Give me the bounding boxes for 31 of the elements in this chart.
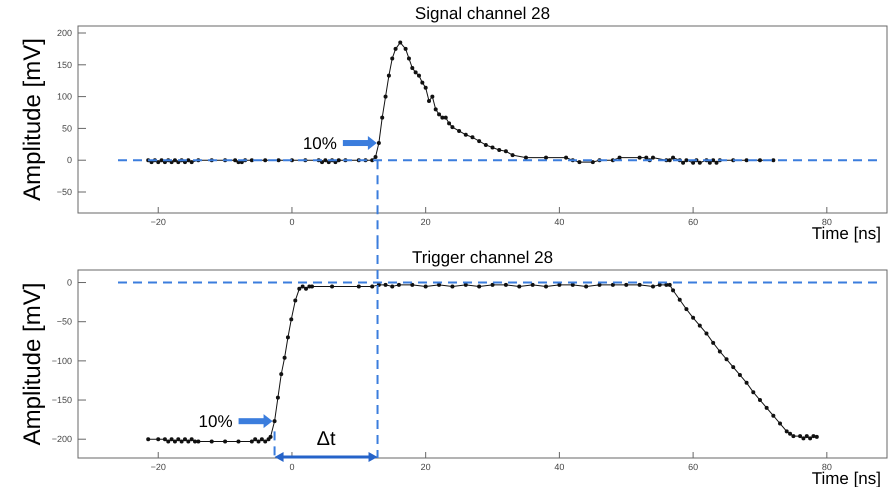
x-tick-label: 80 xyxy=(822,217,832,227)
y-tick-label: −150 xyxy=(52,395,72,406)
y-tick-label: 0 xyxy=(66,155,72,166)
x-tick-label: 80 xyxy=(822,462,832,472)
y-tick-label: −50 xyxy=(56,316,72,327)
y-tick-label: 150 xyxy=(56,60,72,70)
x-axis-title: Time [ns] xyxy=(812,224,881,243)
chart-title: Signal channel 28 xyxy=(414,4,550,23)
annotation: 10% xyxy=(302,134,337,154)
x-tick-label: 40 xyxy=(554,462,564,472)
annotation: 10% xyxy=(198,412,233,432)
y-tick-label: 200 xyxy=(56,28,72,38)
x-tick-label: 20 xyxy=(420,217,431,227)
y-axis-title: Amplitude [mV] xyxy=(19,282,46,446)
y-tick-label: 50 xyxy=(62,123,72,134)
y-tick-label: −200 xyxy=(52,434,72,444)
y-axis-title: Amplitude [mV] xyxy=(19,38,46,201)
x-tick-label: −20 xyxy=(150,217,166,227)
chart-title: Trigger channel 28 xyxy=(412,248,554,267)
x-tick-label: 0 xyxy=(289,217,294,227)
y-tick-label: 0 xyxy=(66,278,72,288)
x-tick-label: 40 xyxy=(554,217,564,227)
x-tick-label: 60 xyxy=(688,462,698,472)
y-tick-label: −100 xyxy=(52,356,72,366)
x-tick-label: −20 xyxy=(150,462,166,472)
x-tick-label: 60 xyxy=(688,217,698,227)
y-tick-label: 100 xyxy=(56,92,72,102)
x-tick-label: 20 xyxy=(420,462,431,472)
annotation: Δt xyxy=(316,428,336,450)
x-tick-label: 0 xyxy=(289,462,294,472)
y-tick-label: −50 xyxy=(56,187,72,198)
